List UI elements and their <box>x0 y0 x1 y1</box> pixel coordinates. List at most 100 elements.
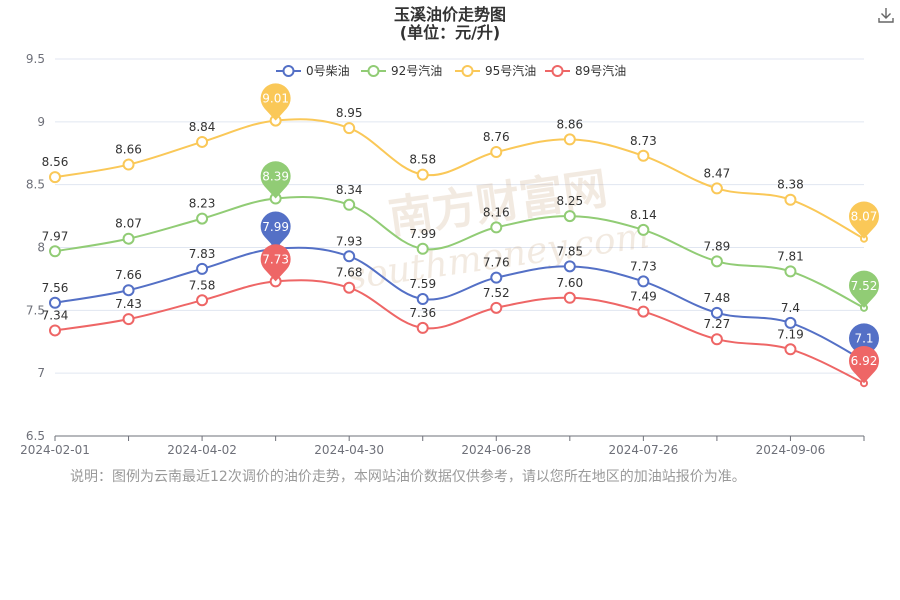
data-point <box>490 301 503 314</box>
marker-pin-label: 6.92 <box>851 354 878 368</box>
data-label: 7.48 <box>704 291 731 305</box>
data-label: 8.38 <box>777 178 804 192</box>
marker-pin-shape <box>260 83 291 121</box>
data-point <box>637 305 650 318</box>
marker-pin-shape <box>260 211 291 249</box>
chart-note: 说明：图例为云南最近12次调价的油价走势，本网站油价数据仅供参考，请以您所在地区… <box>70 469 746 485</box>
data-label: 7.68 <box>336 266 363 280</box>
data-point <box>637 149 650 162</box>
marker-pin-label: 9.01 <box>262 92 289 106</box>
data-point <box>49 296 61 309</box>
data-label: 7.97 <box>42 229 69 243</box>
data-label: 7.36 <box>409 306 436 320</box>
data-label: 8.23 <box>189 197 216 211</box>
chart-subtitle: (单位：元/升) <box>400 23 500 42</box>
data-point <box>416 321 429 334</box>
data-label: 8.86 <box>556 117 583 131</box>
data-point <box>122 158 135 171</box>
data-label: 8.56 <box>42 155 69 169</box>
data-label: 8.73 <box>630 134 657 148</box>
data-point <box>784 265 797 278</box>
data-label: 7.66 <box>115 268 142 282</box>
data-labels: 7.56 7.66 7.83 7.93 7.59 7.76 7.85 7.73 7.48 7.4 7… <box>42 106 804 341</box>
series-line <box>54 279 865 385</box>
y-tick-label: 7 <box>37 366 45 380</box>
marker-pin: 7.52 <box>849 270 880 308</box>
data-label: 8.34 <box>336 183 363 197</box>
data-label: 7.93 <box>336 234 363 248</box>
data-label: 7.73 <box>630 259 657 273</box>
legend-label: 95号汽油 <box>485 63 536 78</box>
series <box>49 114 868 388</box>
y-tick-label: 9.5 <box>26 52 45 66</box>
legend-item[interactable]: 89号汽油 <box>545 63 626 78</box>
data-label: 8.25 <box>556 194 583 208</box>
data-point <box>416 293 429 306</box>
legend-marker <box>461 65 474 77</box>
data-label: 8.76 <box>483 130 510 144</box>
data-point <box>563 260 576 273</box>
marker-pin: 6.92 <box>849 346 880 384</box>
data-label: 7.76 <box>483 256 510 270</box>
marker-pin-shape <box>849 201 880 239</box>
marker-pin: 8.07 <box>849 201 880 239</box>
legend-label: 0号柴油 <box>306 64 350 78</box>
data-point <box>49 171 61 184</box>
data-label: 7.43 <box>115 297 142 311</box>
data-label: 7.56 <box>42 281 69 295</box>
data-label: 7.4 <box>781 301 800 315</box>
marker-pin-label: 7.1 <box>854 332 873 346</box>
data-point <box>122 284 135 297</box>
x-tick-label: 2024-04-02 <box>167 443 237 457</box>
data-point <box>343 250 356 263</box>
data-point <box>343 198 356 211</box>
chart-title: 玉溪油价走势图 <box>394 5 506 24</box>
data-point <box>122 313 135 326</box>
data-point <box>710 255 723 268</box>
marker-pin-label: 8.07 <box>851 210 878 224</box>
data-point <box>710 306 723 319</box>
legend-item[interactable]: 0号柴油 <box>276 64 350 78</box>
data-point <box>196 262 209 275</box>
data-label: 7.99 <box>409 227 436 241</box>
data-point <box>122 232 135 245</box>
y-tick-label: 6.5 <box>26 429 45 443</box>
marker-pin-label: 7.52 <box>851 279 878 293</box>
data-label: 8.84 <box>189 120 216 134</box>
data-label: 8.47 <box>704 166 731 180</box>
data-label: 7.60 <box>556 276 583 290</box>
data-label: 7.52 <box>483 286 510 300</box>
data-label: 8.07 <box>115 217 142 231</box>
download-icon[interactable] <box>876 5 896 25</box>
data-point <box>784 193 797 206</box>
data-point <box>563 133 576 146</box>
data-point <box>196 135 209 148</box>
marker-pin: 7.73 <box>260 244 291 282</box>
data-point <box>416 242 429 255</box>
data-label: 7.49 <box>630 290 657 304</box>
data-label: 7.89 <box>704 239 731 253</box>
legend-item[interactable]: 95号汽油 <box>455 63 536 78</box>
data-label: 7.81 <box>777 249 804 263</box>
data-point <box>343 122 356 135</box>
data-point <box>563 291 576 304</box>
legend-label: 89号汽油 <box>575 63 626 78</box>
data-label: 8.16 <box>483 205 510 219</box>
marker-pin-shape <box>260 244 291 282</box>
data-label: 7.85 <box>556 244 583 258</box>
data-point <box>563 210 576 223</box>
data-point <box>416 168 429 181</box>
data-label: 7.59 <box>409 277 436 291</box>
data-label: 7.58 <box>189 278 216 292</box>
x-tick-label: 2024-07-26 <box>608 443 678 457</box>
data-point <box>710 333 723 346</box>
marker-pin: 8.39 <box>260 161 291 199</box>
data-point <box>784 316 797 329</box>
data-point <box>710 182 723 195</box>
data-label: 8.95 <box>336 106 363 120</box>
legend-item[interactable]: 92号汽油 <box>361 63 442 78</box>
data-point <box>49 324 61 337</box>
legend[interactable]: 0号柴油 92号汽油 95号汽油 89号汽油 <box>276 63 626 78</box>
marker-pin-label: 8.39 <box>262 169 289 183</box>
